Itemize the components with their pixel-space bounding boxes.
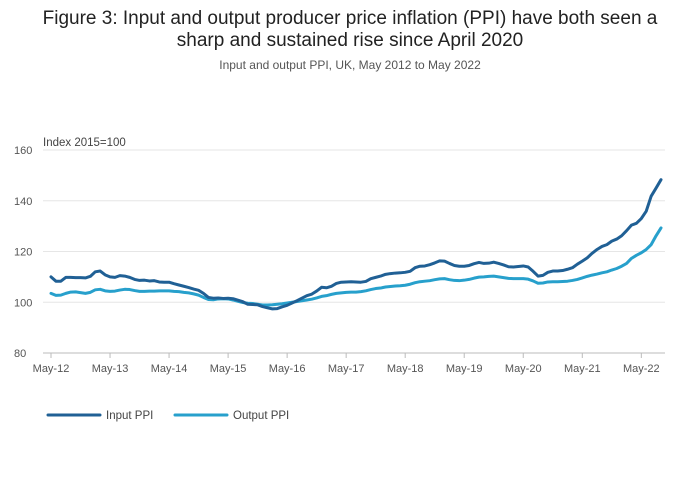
series-line-input-ppi	[49, 178, 663, 311]
y-tick-label: 80	[14, 348, 26, 360]
x-tick-label: May-20	[505, 363, 542, 375]
chart-title: Figure 3: Input and output producer pric…	[0, 8, 700, 52]
x-tick-label: May-14	[151, 363, 188, 375]
x-tick-label: May-15	[210, 363, 247, 375]
legend-label-input-ppi[interactable]: Input PPI	[106, 410, 153, 422]
x-tick-label: May-16	[269, 363, 306, 375]
grid-layer	[43, 149, 665, 354]
x-tick-label: May-18	[387, 363, 424, 375]
x-tick-label: May-12	[33, 363, 70, 375]
series-line-output-ppi	[49, 226, 663, 307]
y-tick-label: 120	[14, 247, 32, 259]
x-axis: May-12 May-13 May-14 May-15 May-16 May-17 May-…	[33, 353, 660, 375]
y-tick-label: 140	[14, 196, 32, 208]
x-tick-label: May-13	[92, 363, 129, 375]
chart-subtitle: Input and output PPI, UK, May 2012 to Ma…	[219, 58, 481, 72]
x-tick-label: May-22	[623, 363, 660, 375]
y-tick-label: 160	[14, 145, 32, 157]
y-axis-unit-label: Index 2015=100	[43, 137, 126, 149]
legend-label-output-ppi[interactable]: Output PPI	[233, 410, 289, 422]
x-tick-label: May-19	[446, 363, 483, 375]
x-tick-label: May-17	[328, 363, 365, 375]
legend: Input PPI Output PPI	[46, 410, 289, 422]
y-axis: 80 100 120 140 160	[14, 145, 32, 360]
series-layer	[49, 178, 663, 311]
chart-title-line-1: Figure 3: Input and output producer pric…	[42, 8, 658, 29]
x-tick-label: May-21	[564, 363, 601, 375]
y-tick-label: 100	[14, 297, 32, 309]
chart-title-line-2: sharp and sustained rise since April 202…	[176, 30, 524, 51]
